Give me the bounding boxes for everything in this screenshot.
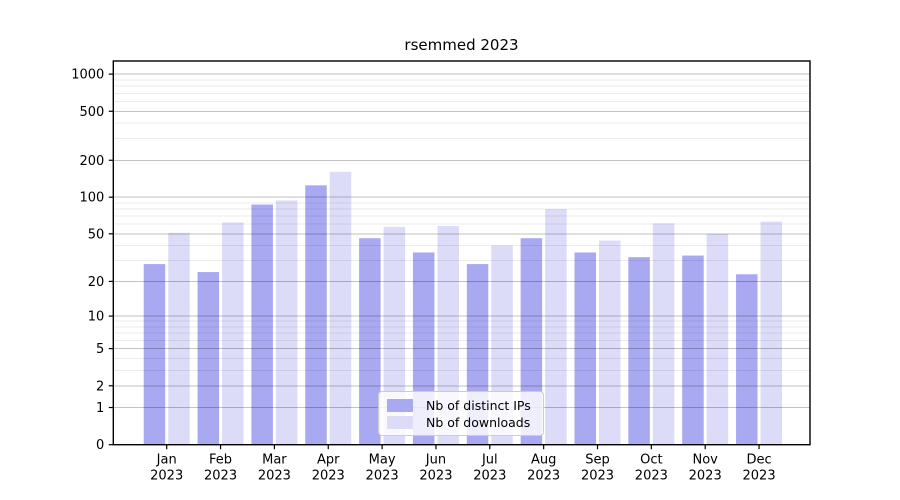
x-tick-label-year: 2023 bbox=[366, 469, 399, 484]
bar-distinct-ips-dec bbox=[736, 274, 758, 445]
bar-downloads-jun bbox=[437, 225, 459, 445]
x-tick-label-year: 2023 bbox=[312, 469, 345, 484]
bar-distinct-ips-oct bbox=[628, 257, 650, 445]
bar-downloads-may bbox=[383, 226, 406, 445]
x-tick-label-year: 2023 bbox=[473, 469, 506, 484]
legend-swatch-downloads bbox=[387, 415, 413, 429]
bar-downloads-feb bbox=[222, 222, 244, 445]
bar-downloads-oct bbox=[652, 223, 675, 445]
bar-distinct-ips-may bbox=[359, 238, 381, 445]
y-tick-label: 100 bbox=[79, 191, 104, 206]
legend-item-downloads: Nb of downloads bbox=[387, 414, 534, 430]
y-tick-label: 1 bbox=[96, 401, 104, 416]
x-tick-label-month: Jul bbox=[481, 453, 498, 468]
x-tick-label-year: 2023 bbox=[419, 469, 452, 484]
x-tick-label-year: 2023 bbox=[635, 469, 668, 484]
legend: Nb of distinct IPs Nb of downloads bbox=[378, 391, 544, 436]
x-tick-label-year: 2023 bbox=[689, 469, 722, 484]
y-tick-label: 10 bbox=[88, 310, 105, 325]
legend-swatch-distinct-ips bbox=[387, 398, 413, 412]
y-tick-label: 0 bbox=[96, 438, 104, 453]
y-tick-label: 50 bbox=[88, 227, 105, 242]
x-tick-label-month: May bbox=[369, 453, 396, 468]
y-tick-label: 200 bbox=[79, 154, 104, 169]
x-tick-label-year: 2023 bbox=[150, 469, 183, 484]
bar-downloads-apr bbox=[329, 171, 352, 445]
bar-downloads-nov bbox=[706, 233, 729, 445]
x-tick-label-month: Sep bbox=[585, 453, 610, 468]
y-tick-label: 5 bbox=[96, 342, 104, 357]
legend-item-distinct-ips: Nb of distinct IPs bbox=[387, 397, 534, 413]
x-tick-label-year: 2023 bbox=[258, 469, 291, 484]
x-tick-label-year: 2023 bbox=[743, 469, 776, 484]
bar-downloads-mar bbox=[275, 200, 298, 445]
bar-distinct-ips-sep bbox=[574, 252, 596, 445]
bar-downloads-dec bbox=[760, 221, 783, 445]
x-tick-label-month: Nov bbox=[693, 453, 719, 468]
bar-downloads-sep bbox=[599, 240, 621, 445]
bar-distinct-ips-nov bbox=[682, 255, 704, 445]
bar-distinct-ips-apr bbox=[305, 185, 327, 445]
legend-label-distinct-ips: Nb of distinct IPs bbox=[426, 397, 531, 413]
bar-distinct-ips-feb bbox=[197, 272, 220, 445]
x-tick-label-month: Mar bbox=[262, 453, 287, 468]
x-tick-label-month: Oct bbox=[640, 453, 662, 468]
x-tick-label-year: 2023 bbox=[204, 469, 237, 484]
bar-distinct-ips-mar bbox=[251, 204, 273, 445]
y-tick-label: 2 bbox=[96, 379, 104, 394]
x-tick-label-month: Feb bbox=[209, 453, 232, 468]
y-tick-label: 500 bbox=[79, 105, 104, 120]
y-tick-label: 1000 bbox=[71, 68, 104, 83]
chart-title: rsemmed 2023 bbox=[404, 36, 519, 54]
x-tick-label-month: Dec bbox=[746, 453, 771, 468]
x-tick-label-month: Apr bbox=[317, 453, 340, 468]
y-tick-label: 20 bbox=[88, 275, 105, 290]
x-tick-label-year: 2023 bbox=[527, 469, 560, 484]
x-tick-label-month: Jun bbox=[425, 453, 446, 468]
x-tick-label-month: Jan bbox=[156, 453, 177, 468]
bar-downloads-aug bbox=[545, 209, 567, 445]
x-tick-label-month: Aug bbox=[531, 453, 556, 468]
bar-distinct-ips-jan bbox=[143, 264, 166, 445]
x-tick-label-year: 2023 bbox=[581, 469, 614, 484]
legend-label-downloads: Nb of downloads bbox=[426, 414, 531, 430]
plot-border bbox=[112, 60, 811, 446]
bar-downloads-jan bbox=[168, 232, 190, 445]
